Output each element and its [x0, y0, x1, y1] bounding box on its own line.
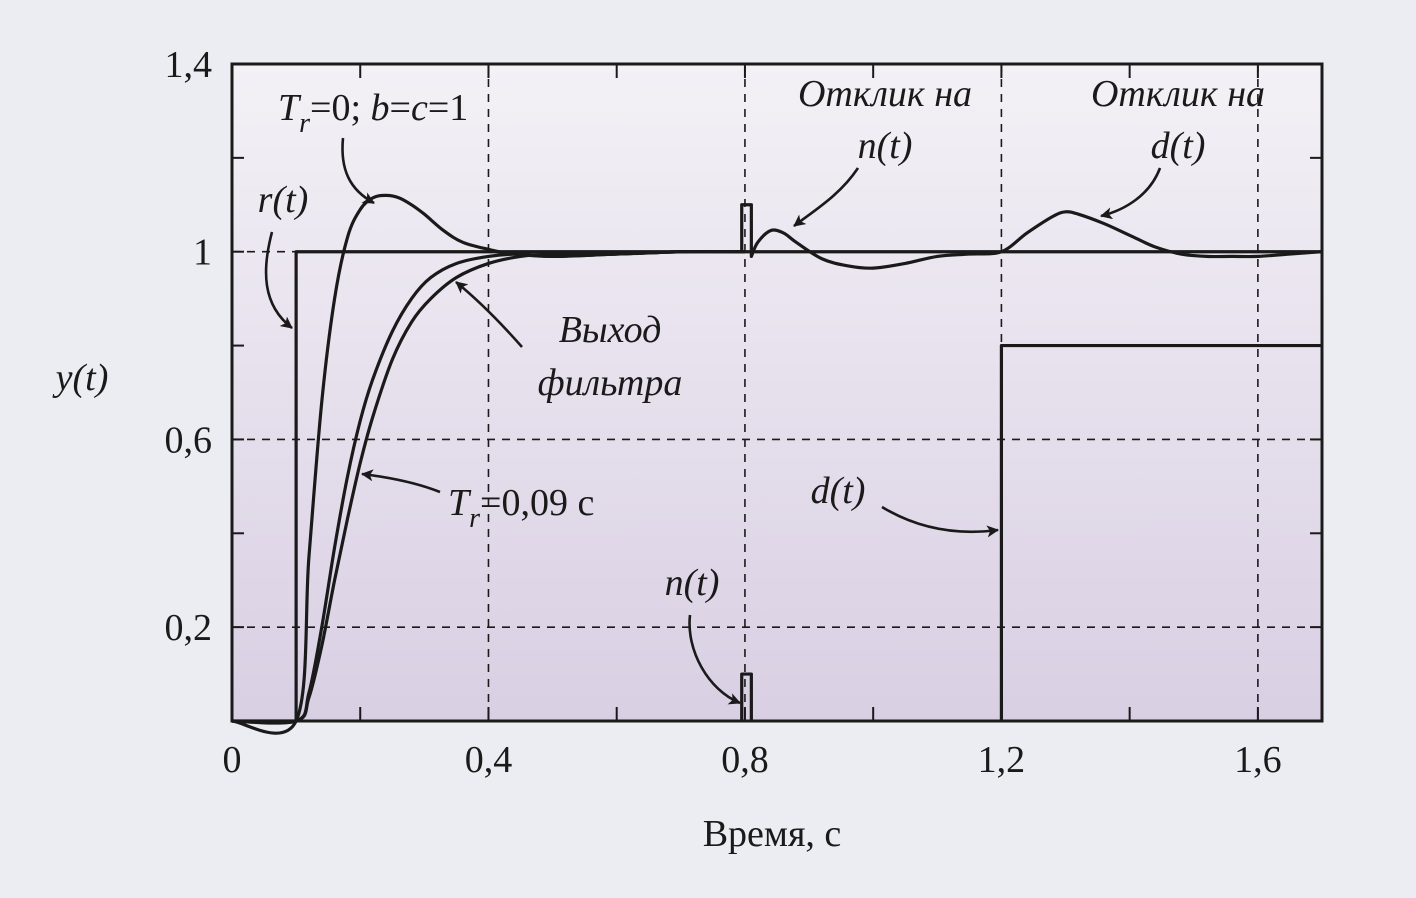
series-line-3	[231, 249, 745, 725]
x-tick-labels: 0 0,4 0,8 1,2 1,6	[223, 739, 1282, 781]
arrow-response-n	[793, 167, 860, 228]
y-axis-label: y(t)	[52, 357, 109, 399]
annotation-tr0: Tr=0; b=c=1	[278, 87, 468, 139]
x-tick-label: 1,6	[1234, 739, 1282, 781]
plot-area	[230, 62, 1324, 723]
series-line-5	[740, 203, 1323, 270]
x-axis-label: Время, с	[703, 813, 842, 855]
annotation-n: n(t)	[665, 562, 720, 604]
x-tick-label: 0,4	[465, 739, 513, 781]
x-tick-label: 0,8	[721, 739, 769, 781]
arrow-r	[264, 231, 293, 330]
annotation-r: r(t)	[258, 179, 309, 221]
y-tick-label: 0,2	[165, 607, 213, 649]
arrow-n	[688, 614, 741, 705]
y-tick-label: 0,6	[165, 419, 213, 461]
y-tick-label: 1,4	[165, 44, 213, 86]
annotation-response-n-line1: Отклик на	[798, 73, 972, 115]
series-line-4	[740, 672, 753, 721]
arrow-tr009	[361, 469, 441, 494]
annotation-response-d-line2: d(t)	[1151, 125, 1206, 167]
annotation-response-d-line1: Отклик на	[1091, 73, 1265, 115]
series-line-2	[231, 249, 745, 725]
annotation-filter-line2: фильтра	[538, 362, 683, 404]
minor-ticks	[232, 64, 1322, 721]
series-line-6	[999, 343, 1322, 721]
annotation-response-n-line2: n(t)	[858, 125, 913, 167]
arrow-filter	[455, 280, 523, 348]
arrow-response-d	[1100, 167, 1162, 220]
arrow-d	[881, 505, 999, 538]
x-tick-label: 0	[223, 739, 242, 781]
series-group	[231, 193, 1323, 735]
y-tick-label: 1	[193, 232, 212, 274]
x-tick-label: 1,2	[978, 739, 1026, 781]
arrow-tr0	[341, 137, 375, 205]
annotation-filter-line1: Выход	[559, 309, 662, 351]
annotation-d: d(t)	[811, 470, 866, 512]
annotation-arrows	[264, 137, 1162, 705]
annotation-tr009: Tr=0,09 с	[448, 482, 594, 534]
y-tick-labels: 0,2 0,6 1 1,4	[165, 44, 213, 649]
